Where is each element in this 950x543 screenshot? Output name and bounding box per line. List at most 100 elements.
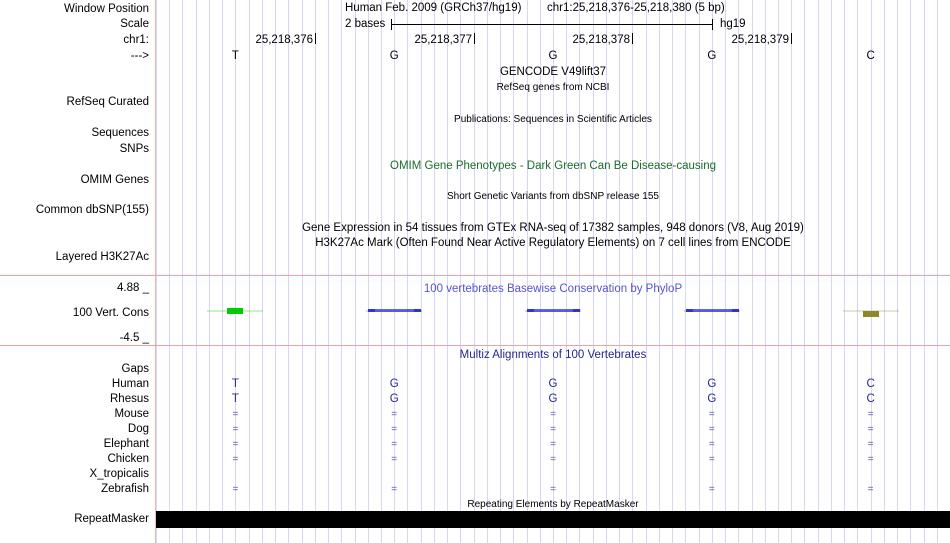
species-alignment-cell[interactable]: = — [391, 409, 398, 420]
gridline — [407, 0, 408, 543]
species-alignment-cell[interactable]: G — [389, 393, 399, 405]
species-alignment-cell[interactable]: C — [866, 378, 875, 390]
species-alignment-cell[interactable]: = — [550, 409, 556, 420]
gridline — [275, 0, 276, 543]
label-species-dog[interactable]: Dog — [127, 423, 149, 435]
species-alignment-cell[interactable]: = — [708, 424, 715, 435]
gridline — [381, 0, 382, 543]
gridline — [487, 0, 488, 543]
caption-omim: OMIM Gene Phenotypes - Dark Green Can Be… — [390, 160, 716, 172]
ruler-position-tick — [791, 33, 792, 44]
label-species-mouse[interactable]: Mouse — [114, 408, 149, 420]
species-alignment-cell[interactable]: = — [391, 454, 398, 465]
species-alignment-cell[interactable]: C — [866, 393, 875, 405]
species-alignment-cell[interactable]: = — [708, 484, 715, 495]
species-alignment-cell[interactable]: = — [708, 454, 715, 465]
species-alignment-cell[interactable]: T — [231, 393, 239, 405]
gridline — [699, 0, 700, 543]
label-species-elephant[interactable]: Elephant — [103, 438, 149, 450]
gridline — [566, 0, 567, 543]
species-alignment-cell[interactable]: G — [548, 393, 558, 405]
label-layered-h3k27ac[interactable]: Layered H3K27Ac — [55, 251, 149, 263]
species-alignment-cell[interactable]: G — [707, 378, 717, 390]
label-gaps[interactable]: Gaps — [121, 363, 150, 375]
caption-refseq-ncbi: RefSeq genes from NCBI — [496, 82, 610, 93]
species-alignment-cell[interactable]: = — [867, 454, 874, 465]
species-alignment-cell[interactable]: = — [867, 424, 874, 435]
conservation-separator-bottom — [0, 345, 950, 346]
label-species-zebrafish[interactable]: Zebrafish — [101, 483, 149, 495]
gridline — [752, 0, 753, 543]
gridline — [553, 0, 554, 543]
species-alignment-cell[interactable]: G — [707, 393, 717, 405]
label-species-human[interactable]: Human — [111, 378, 149, 390]
species-alignment-cell[interactable]: = — [708, 439, 715, 450]
gridline — [897, 0, 898, 543]
label-repeatmasker[interactable]: RepeatMasker — [74, 513, 149, 525]
species-alignment-cell[interactable]: = — [550, 484, 556, 495]
gridline — [831, 0, 832, 543]
repeatmasker-track: Repeating Elements by RepeatMasker — [156, 0, 950, 543]
gridline — [738, 0, 739, 543]
gridline — [646, 0, 647, 543]
gridline — [871, 0, 872, 543]
species-alignment-cell[interactable]: = — [708, 409, 715, 420]
species-alignment-cell[interactable]: = — [391, 484, 398, 495]
scale-bases-label: 2 bases — [345, 18, 386, 30]
gridline — [765, 0, 766, 543]
species-alignment-cell[interactable]: = — [232, 454, 239, 465]
multiz-alignment-track: T G G G C T G G G C = = = = = = = = = = = = = = = = = = = = = = = = = — [156, 0, 950, 543]
label-cons-min: -4.5 _ — [119, 332, 149, 344]
gridline — [196, 0, 197, 543]
gridline — [712, 0, 713, 543]
species-alignment-cell[interactable]: = — [232, 424, 239, 435]
gridline — [513, 0, 514, 543]
gridline — [818, 0, 819, 543]
label-sequences[interactable]: Sequences — [91, 127, 149, 139]
track-data-area: Human Feb. 2009 (GRCh37/hg19) chr1:25,21… — [156, 0, 950, 543]
label-cons-max: 4.88 _ — [117, 282, 149, 294]
label-refseq-curated[interactable]: RefSeq Curated — [66, 96, 149, 108]
species-alignment-cell[interactable]: = — [391, 439, 398, 450]
gridline — [924, 0, 925, 543]
species-alignment-cell[interactable]: = — [232, 409, 239, 420]
species-alignment-cell[interactable]: = — [232, 484, 239, 495]
gridline — [725, 0, 726, 543]
gridline — [910, 0, 911, 543]
label-species-rhesus[interactable]: Rhesus — [110, 393, 149, 405]
track-label-gutter: Window Position Scale chr1: ---> RefSeq … — [0, 0, 155, 543]
species-alignment-cell[interactable]: = — [867, 484, 874, 495]
gridline — [527, 0, 528, 543]
gridline — [421, 0, 422, 543]
gridline — [685, 0, 686, 543]
species-alignment-cell[interactable]: T — [231, 378, 239, 390]
species-alignment-cell[interactable]: G — [389, 378, 399, 390]
gridline — [222, 0, 223, 543]
species-alignment-cell[interactable]: = — [550, 439, 556, 450]
label-snps[interactable]: SNPs — [119, 143, 149, 155]
species-alignment-cell[interactable]: G — [548, 378, 558, 390]
gridline — [540, 0, 541, 543]
sequence-base-letter: T — [231, 50, 239, 62]
gridline — [394, 0, 395, 543]
species-alignment-cell[interactable]: = — [550, 424, 556, 435]
label-omim-genes[interactable]: OMIM Genes — [80, 174, 149, 186]
gridline — [169, 0, 170, 543]
gridline — [632, 0, 633, 543]
label-common-dbsnp[interactable]: Common dbSNP(155) — [35, 204, 149, 216]
window-coordinates: chr1:25,218,376-25,218,380 (5 bp) — [547, 2, 725, 14]
label-cons-track[interactable]: 100 Vert. Cons — [72, 307, 149, 319]
species-alignment-cell[interactable]: = — [391, 424, 398, 435]
ruler-position-label: 25,218,379 — [731, 34, 789, 46]
label-species-chicken[interactable]: Chicken — [107, 453, 149, 465]
scale-tick-right — [712, 19, 713, 30]
gridline — [500, 0, 501, 543]
species-alignment-cell[interactable]: = — [867, 439, 874, 450]
species-alignment-cell[interactable]: = — [232, 439, 239, 450]
species-alignment-cell[interactable]: = — [550, 454, 556, 465]
gridline — [791, 0, 792, 543]
species-alignment-cell[interactable]: = — [867, 409, 874, 420]
repeatmasker-feature-bar[interactable] — [156, 511, 950, 528]
label-species-x-tropicalis[interactable]: X_tropicalis — [89, 468, 149, 480]
gridline — [341, 0, 342, 543]
